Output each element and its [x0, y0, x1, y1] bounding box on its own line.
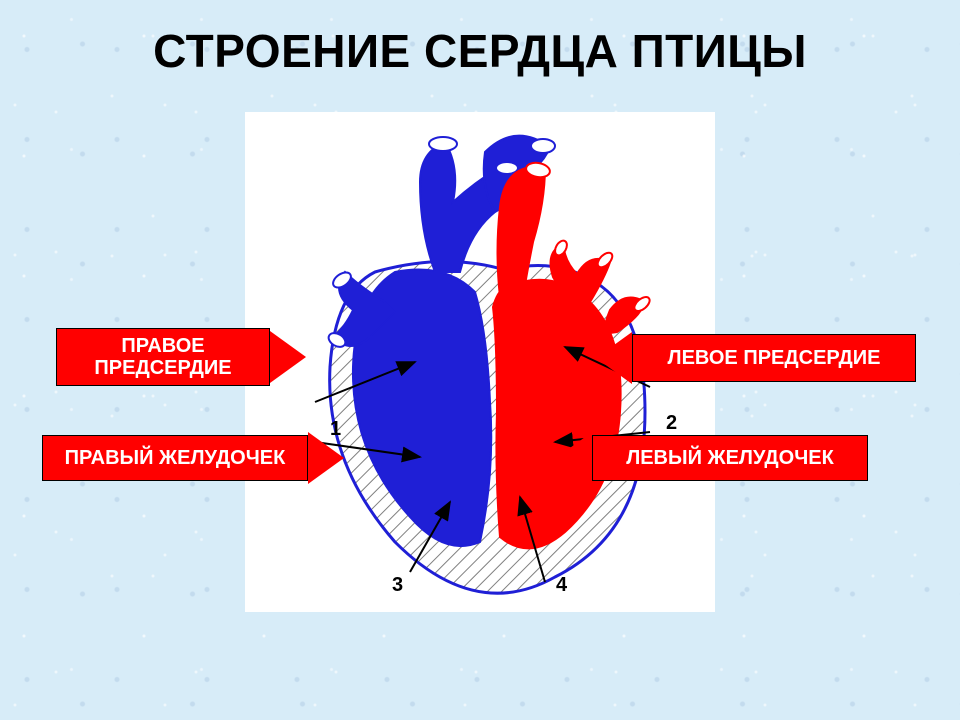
label-left-atrium: ЛЕВОЕ ПРЕДСЕРДИЕ — [596, 332, 916, 384]
vessel-lumen — [531, 139, 555, 153]
page-title: СТРОЕНИЕ СЕРДЦА ПТИЦЫ — [0, 24, 960, 78]
vessel-lumen — [496, 162, 518, 174]
number-4: 4 — [556, 574, 567, 597]
label-text: ЛЕВОЕ ПРЕДСЕРДИЕ — [668, 347, 881, 369]
vessel-lumen — [429, 137, 457, 151]
label-right-ventricle: ПРАВЫЙ ЖЕЛУДОЧЕК — [42, 432, 344, 484]
label-text: ЛЕВЫЙ ЖЕЛУДОЧЕК — [626, 447, 834, 469]
number-3: 3 — [392, 574, 403, 597]
label-left-ventricle: ЛЕВЫЙ ЖЕЛУДОЧЕК — [556, 432, 868, 484]
label-text: ПРАВЫЙ ЖЕЛУДОЧЕК — [65, 447, 286, 469]
slide-stage: СТРОЕНИЕ СЕРДЦА ПТИЦЫ — [0, 0, 960, 720]
label-right-atrium: ПРАВОЕ ПРЕДСЕРДИЕ — [56, 328, 306, 386]
number-2: 2 — [666, 412, 677, 435]
label-text: ПРАВОЕ ПРЕДСЕРДИЕ — [94, 335, 231, 379]
number-1: 1 — [330, 418, 341, 441]
